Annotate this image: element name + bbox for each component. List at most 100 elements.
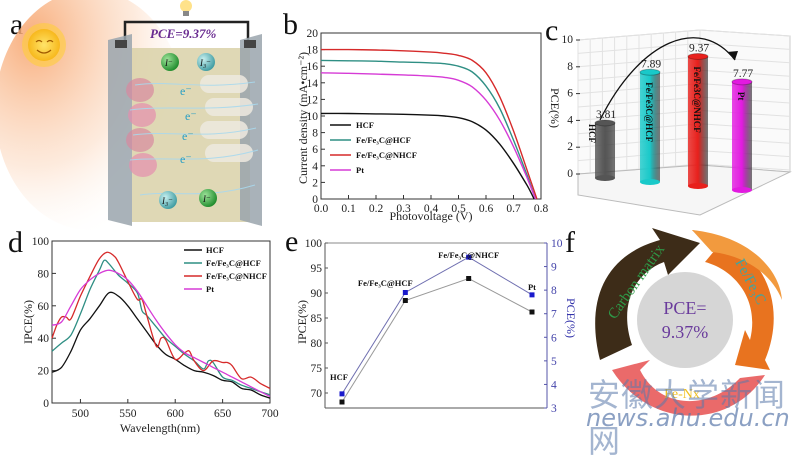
- c-bar: [687, 52, 709, 189]
- c-trend-arrow: [599, 37, 736, 121]
- d-ytick-label: 80: [38, 268, 50, 280]
- b-ytick-label: 12: [307, 94, 319, 106]
- e-series-line: [341, 277, 533, 403]
- b-legend-label: HCF: [356, 120, 374, 130]
- c-bar-bottom: [732, 187, 752, 193]
- d-ytick-label: 40: [38, 333, 50, 345]
- d-ytick-label: 100: [32, 236, 50, 248]
- d-series-line: [51, 259, 271, 396]
- light-bulb-icon: [180, 0, 192, 16]
- d-legend-label: Fe/Fe₃C@HCF: [206, 258, 261, 268]
- c-grid-line: [699, 29, 791, 37]
- panel-letter-b: b: [283, 8, 298, 41]
- b-ytick-label: 2: [312, 177, 318, 189]
- b-xtick-label: 0.7: [506, 203, 521, 215]
- c-bar-body: [688, 56, 708, 186]
- b-legend-label: Pt: [356, 165, 364, 175]
- c-bar-value-label: 7.77: [733, 68, 753, 80]
- b-xtick-label: 0.8: [534, 203, 549, 215]
- e-series-marker: [529, 292, 535, 298]
- b-legend-label: Fe/Fe₃C@NHCF: [356, 150, 417, 160]
- pce-center-line1: PCE=: [663, 298, 706, 318]
- b-ytick-label: 4: [312, 161, 318, 173]
- iodide-ion-bottom-label: I⁻: [202, 194, 211, 204]
- d-xtick-label: 500: [72, 408, 90, 420]
- d-series-line: [51, 269, 271, 398]
- d-legend-label: Fe/Fe₃C@NHCF: [206, 271, 267, 281]
- c-grid-line: [577, 69, 701, 81]
- c-grid-line: [699, 69, 791, 77]
- watermark-url: news.ahu.edu.cn: [586, 404, 790, 432]
- e-series-marker: [339, 399, 345, 405]
- pce-label: PCE=9.37%: [150, 26, 216, 41]
- b-ytick-label: 18: [307, 45, 319, 57]
- c-grid-line: [577, 56, 701, 68]
- c-grid-line: [699, 42, 791, 50]
- triiodide-ion: [197, 53, 215, 71]
- ipce-curve-chart: IPCE(%) Wavelength(nm) 500 550 600 650 700 0 2…: [21, 236, 279, 435]
- anode-plate: [108, 34, 132, 226]
- iodide-ion-label: I⁻: [164, 58, 173, 68]
- triiodide-ion-bottom-label: I₃⁻: [161, 196, 173, 206]
- b-ytick-label: 16: [307, 61, 319, 73]
- e-y2tick-label: 3: [551, 403, 557, 415]
- e-ytick-label: 85: [311, 313, 323, 325]
- panel-letter-f: f: [565, 226, 575, 259]
- fe-nx-label: Fe-Nx: [664, 387, 700, 402]
- e-category-label: Fe/Fe₃C@NHCF: [438, 250, 499, 260]
- c-bar-body: [595, 122, 615, 178]
- pce-center-circle: [637, 272, 733, 368]
- synergy-cycle-diagram: PCE= 9.37% Carbon matrix Fe/Fe₃C Fe-Nx: [595, 228, 782, 416]
- e-category-label: Pt: [528, 282, 536, 292]
- c-grid-line: [577, 29, 701, 41]
- c-bar-body: [640, 72, 660, 182]
- panel-letter-c: c: [545, 14, 559, 47]
- e-series-line: [341, 256, 533, 395]
- jv-curve-chart: Current density (mA•cm⁻²) Photovoltage (…: [296, 28, 549, 223]
- e-ytick-label: 80: [311, 338, 323, 350]
- panel-letter-e: e: [285, 225, 299, 258]
- c-bar-top: [594, 119, 616, 127]
- c-bar-top: [639, 68, 661, 76]
- e-y2tick-label: 4: [551, 379, 557, 391]
- c-trend-arrowhead: [727, 51, 738, 60]
- b-series-line: [320, 59, 537, 200]
- e-category-label: Fe/Fe₃C@HCF: [358, 278, 413, 288]
- iodide-ion: [161, 53, 179, 71]
- electron-label-1: e⁻: [180, 84, 192, 98]
- e-series-marker: [402, 290, 408, 295]
- triiodide-ion-label: I₃⁻: [199, 58, 211, 68]
- c-ytick-label: 4: [567, 114, 573, 126]
- b-legend-label: Fe/Fe₃C@HCF: [356, 135, 411, 145]
- carbon-fibers: [200, 75, 253, 162]
- pce-center-line2: 9.37%: [662, 322, 709, 342]
- c-bar-body: [732, 81, 752, 190]
- e-series-marker: [466, 254, 472, 260]
- d-ytick-label: 0: [43, 398, 49, 410]
- b-series-line: [320, 112, 535, 200]
- sun-icon: [22, 23, 66, 67]
- b-xtick-label: 0.0: [314, 203, 329, 215]
- circuit-wire: [123, 20, 250, 45]
- e-category-label: HCF: [330, 372, 348, 382]
- c-bar-bottom: [688, 183, 708, 189]
- fe-nx-arrow: [612, 360, 765, 416]
- d-ylabel: IPCE(%): [21, 300, 35, 344]
- e-ytick-label: 100: [305, 238, 323, 250]
- d-ytick-label: 60: [38, 301, 50, 313]
- electron-label-4: e⁻: [180, 152, 192, 166]
- fe-fe3c-arrow: [692, 230, 782, 370]
- c-bar-top: [731, 78, 753, 86]
- d-legend-label: Pt: [206, 284, 214, 294]
- e-series-marker: [402, 298, 408, 303]
- c-ytick-label: 2: [567, 141, 573, 153]
- e-y2tick-label: 10: [551, 238, 563, 250]
- c-bar: [594, 119, 616, 181]
- e-y2tick-label: 6: [551, 332, 557, 344]
- carbon-matrix-arrow: [595, 228, 700, 360]
- c-bar: [731, 78, 753, 193]
- panel-a-illustration: e⁻ e⁻ e⁻ e⁻ PCE=9.37% I⁻ I₃⁻ I₃⁻ I⁻: [0, 0, 262, 230]
- triiodide-ion-bottom: [159, 191, 177, 209]
- c-grid-line: [577, 96, 701, 108]
- c-bar-top: [687, 52, 709, 60]
